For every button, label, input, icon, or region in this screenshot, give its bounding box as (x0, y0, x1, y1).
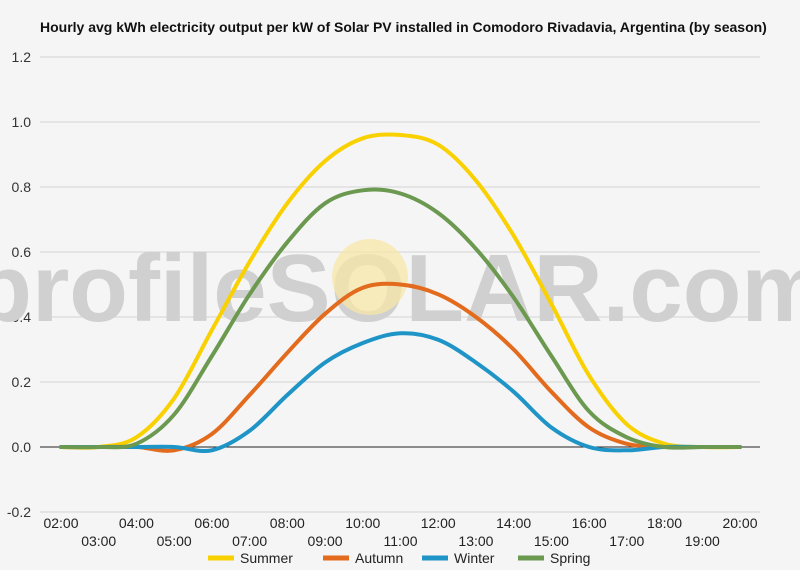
y-tick-label: 1.0 (12, 114, 32, 130)
x-tick-label: 11:00 (384, 533, 418, 549)
x-tick-label: 10:00 (345, 515, 380, 531)
x-tick-label: 14:00 (496, 515, 531, 531)
x-tick-label: 13:00 (458, 533, 493, 549)
x-tick-label: 16:00 (572, 515, 607, 531)
series-line-winter (59, 331, 742, 453)
legend-label-autumn: Autumn (355, 550, 403, 566)
series-lines (59, 132, 742, 453)
series-line-spring (59, 187, 742, 450)
y-tick-label: -0.2 (7, 504, 31, 520)
x-tick-label: 02:00 (43, 515, 78, 531)
y-axis: 1.2 1.0 0.8 0.6 0.4 0.2 0.0 -0.2 (7, 49, 31, 520)
y-tick-label: 0.8 (12, 179, 32, 195)
x-tick-label: 20:00 (722, 515, 757, 531)
y-tick-label: 1.2 (12, 49, 32, 65)
y-tick-label: 0.2 (12, 374, 32, 390)
x-tick-label: 05:00 (157, 533, 192, 549)
legend-label-spring: Spring (550, 550, 590, 566)
x-tick-label: 03:00 (81, 533, 116, 549)
y-tick-label: 0.0 (12, 439, 32, 455)
watermark-sun-icon (332, 239, 408, 315)
x-axis: 02:0003:0004:0005:0006:0007:0008:0009:00… (43, 515, 757, 549)
legend-label-summer: Summer (240, 550, 293, 566)
series-line-autumn (59, 281, 742, 453)
series-line-summer (59, 132, 742, 450)
x-tick-label: 17:00 (609, 533, 644, 549)
x-tick-label: 09:00 (308, 533, 343, 549)
legend: Summer Autumn Winter Spring (208, 550, 590, 566)
x-tick-label: 15:00 (534, 533, 569, 549)
y-tick-label: 0.6 (12, 244, 32, 260)
x-tick-label: 08:00 (270, 515, 305, 531)
x-tick-label: 07:00 (232, 533, 267, 549)
x-tick-label: 12:00 (421, 515, 456, 531)
x-tick-label: 19:00 (685, 533, 720, 549)
x-tick-label: 06:00 (194, 515, 229, 531)
chart-title: Hourly avg kWh electricity output per kW… (40, 19, 767, 35)
x-tick-label: 18:00 (647, 515, 682, 531)
legend-label-winter: Winter (454, 550, 495, 566)
x-tick-label: 04:00 (119, 515, 154, 531)
y-tick-label: 0.4 (12, 309, 32, 325)
gridlines (40, 56, 760, 513)
